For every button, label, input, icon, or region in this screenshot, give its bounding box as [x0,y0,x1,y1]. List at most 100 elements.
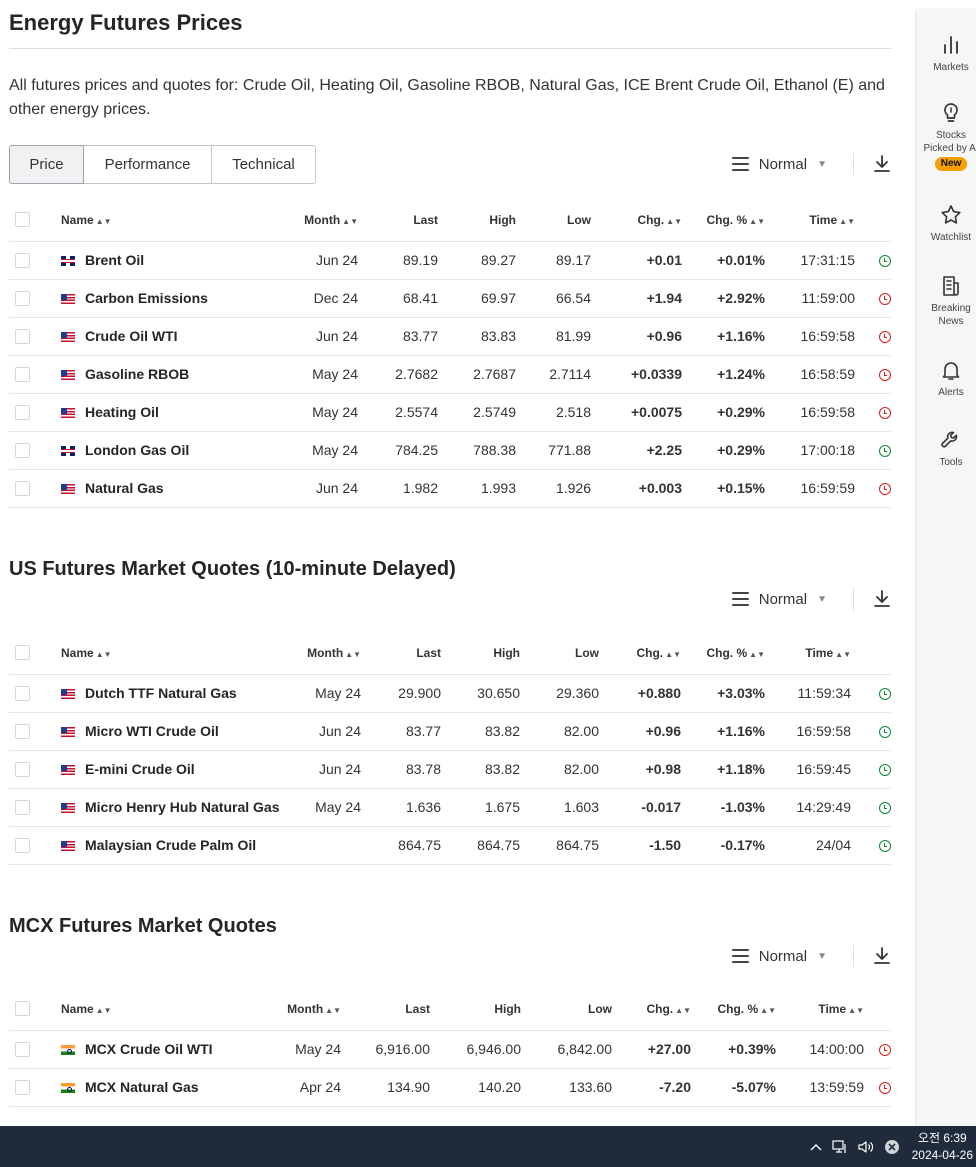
table-row[interactable]: Gasoline RBOB May 24 2.7682 2.7687 2.7114 +0.… [9,355,891,394]
download-button[interactable] [873,589,891,609]
instrument-name-cell[interactable]: Dutch TTF Natural Gas [61,674,296,713]
instrument-name-cell[interactable]: Crude Oil WTI [61,317,292,356]
rail-alerts[interactable]: Alerts [916,358,976,399]
table-row[interactable]: Heating Oil May 24 2.5574 2.5749 2.518 +0.007… [9,393,891,432]
network-icon[interactable] [832,1139,848,1154]
col-month[interactable]: Month ▲▼ [296,632,361,675]
table-row[interactable]: Micro WTI Crude Oil Jun 24 83.77 83.82 82.00… [9,712,891,751]
instrument-link[interactable]: Micro Henry Hub Natural Gas [85,799,280,815]
col-name[interactable]: Name ▲▼ [61,988,271,1031]
instrument-link[interactable]: MCX Natural Gas [85,1079,199,1095]
instrument-name-cell[interactable]: Heating Oil [61,393,292,432]
col-name[interactable]: Name ▲▼ [61,199,292,242]
taskbar-clock[interactable]: 오전 6:39 2024-04-26 [912,1130,973,1164]
row-checkbox[interactable] [15,724,30,740]
col-last[interactable]: Last [341,988,430,1031]
table-row[interactable]: MCX Natural Gas Apr 24 134.90 140.20 133.60-… [9,1068,891,1107]
view-select[interactable]: Normal ▼ [731,591,827,608]
select-all-checkbox[interactable] [15,212,30,228]
row-checkbox[interactable] [15,481,30,497]
view-select[interactable]: Normal ▼ [731,156,827,173]
table-row[interactable]: MCX Crude Oil WTI May 24 6,916.00 6,946.00 6… [9,1030,891,1069]
table-row[interactable]: E-mini Crude Oil Jun 24 83.78 83.82 82.00 +0.… [9,750,891,789]
instrument-link[interactable]: Carbon Emissions [85,290,208,306]
instrument-name-cell[interactable]: Malaysian Crude Palm Oil [61,826,296,865]
col-chg[interactable]: Chg. ▲▼ [591,199,682,242]
rail-breaking-news[interactable]: Breaking News [916,274,976,328]
volume-icon[interactable] [858,1140,874,1154]
rail-watchlist[interactable]: Watchlist [916,203,976,244]
row-checkbox[interactable] [15,838,30,854]
instrument-name-cell[interactable]: Micro WTI Crude Oil [61,712,296,751]
instrument-name-cell[interactable]: Natural Gas [61,469,292,508]
col-low[interactable]: Low [520,632,599,675]
instrument-link[interactable]: E-mini Crude Oil [85,761,195,777]
col-chg-pct[interactable]: Chg. % ▲▼ [682,199,765,242]
download-button[interactable] [873,154,891,174]
rail-stocks-picked[interactable]: Stocks Picked by AI New [916,101,976,171]
instrument-link[interactable]: Malaysian Crude Palm Oil [85,837,257,853]
tab-technical[interactable]: Technical [211,145,316,184]
row-checkbox[interactable] [15,253,30,269]
table-row[interactable]: London Gas Oil May 24 784.25 788.38 771.88 +2… [9,431,891,470]
col-last[interactable]: Last [361,632,441,675]
col-month[interactable]: Month ▲▼ [292,199,358,242]
instrument-name-cell[interactable]: MCX Crude Oil WTI [61,1030,271,1069]
table-row[interactable]: Carbon Emissions Dec 24 68.41 69.97 66.54 +1.… [9,279,891,318]
instrument-name-cell[interactable]: E-mini Crude Oil [61,750,296,789]
col-chg-pct[interactable]: Chg. % ▲▼ [681,632,765,675]
col-high[interactable]: High [441,632,520,675]
col-month[interactable]: Month ▲▼ [271,988,341,1031]
instrument-link[interactable]: Dutch TTF Natural Gas [85,685,237,701]
close-circle-icon[interactable] [884,1139,900,1155]
instrument-link[interactable]: Crude Oil WTI [85,328,178,344]
table-row[interactable]: Dutch TTF Natural Gas May 24 29.900 30.650 2… [9,674,891,713]
instrument-name-cell[interactable]: Brent Oil [61,241,292,280]
row-checkbox[interactable] [15,329,30,345]
col-chg[interactable]: Chg. ▲▼ [612,988,691,1031]
instrument-link[interactable]: London Gas Oil [85,442,190,458]
row-checkbox[interactable] [15,1080,30,1096]
col-last[interactable]: Last [358,199,438,242]
row-checkbox[interactable] [15,405,30,421]
instrument-link[interactable]: Gasoline RBOB [85,366,190,382]
row-checkbox[interactable] [15,1042,30,1058]
col-chg[interactable]: Chg. ▲▼ [599,632,681,675]
row-checkbox[interactable] [15,686,30,702]
instrument-name-cell[interactable]: Micro Henry Hub Natural Gas [61,788,296,827]
rail-markets[interactable]: Markets [916,33,976,74]
table-row[interactable]: Crude Oil WTI Jun 24 83.77 83.83 81.99 +0.96 +… [9,317,891,356]
col-low[interactable]: Low [521,988,612,1031]
select-all-checkbox[interactable] [15,645,30,661]
col-time[interactable]: Time ▲▼ [765,199,855,242]
col-time[interactable]: Time ▲▼ [776,988,864,1031]
instrument-link[interactable]: Brent Oil [85,252,145,268]
instrument-name-cell[interactable]: London Gas Oil [61,431,292,470]
col-name[interactable]: Name ▲▼ [61,632,296,675]
table-row[interactable]: Natural Gas Jun 24 1.982 1.993 1.926 +0.003 +0… [9,469,891,508]
select-all-checkbox[interactable] [15,1001,30,1017]
instrument-link[interactable]: MCX Crude Oil WTI [85,1041,213,1057]
row-checkbox[interactable] [15,443,30,459]
chevron-up-icon[interactable] [810,1143,822,1151]
row-checkbox[interactable] [15,291,30,307]
instrument-name-cell[interactable]: Carbon Emissions [61,279,292,318]
row-checkbox[interactable] [15,367,30,383]
rail-tools[interactable]: Tools [916,428,976,469]
row-checkbox[interactable] [15,800,30,816]
table-row[interactable]: Brent Oil Jun 24 89.19 89.27 89.17 +0.01 +0.01… [9,241,891,280]
instrument-name-cell[interactable]: Gasoline RBOB [61,355,292,394]
col-high[interactable]: High [430,988,521,1031]
tab-performance[interactable]: Performance [83,145,212,184]
instrument-link[interactable]: Micro WTI Crude Oil [85,723,219,739]
instrument-link[interactable]: Natural Gas [85,480,164,496]
download-button[interactable] [873,946,891,966]
table-row[interactable]: Micro Henry Hub Natural Gas May 24 1.636 1.… [9,788,891,827]
col-chg-pct[interactable]: Chg. % ▲▼ [691,988,776,1031]
col-time[interactable]: Time ▲▼ [765,632,851,675]
table-row[interactable]: Malaysian Crude Palm Oil 864.75 864.75 864.… [9,826,891,865]
col-low[interactable]: Low [516,199,591,242]
row-checkbox[interactable] [15,762,30,778]
col-high[interactable]: High [438,199,516,242]
instrument-name-cell[interactable]: MCX Natural Gas [61,1068,271,1107]
